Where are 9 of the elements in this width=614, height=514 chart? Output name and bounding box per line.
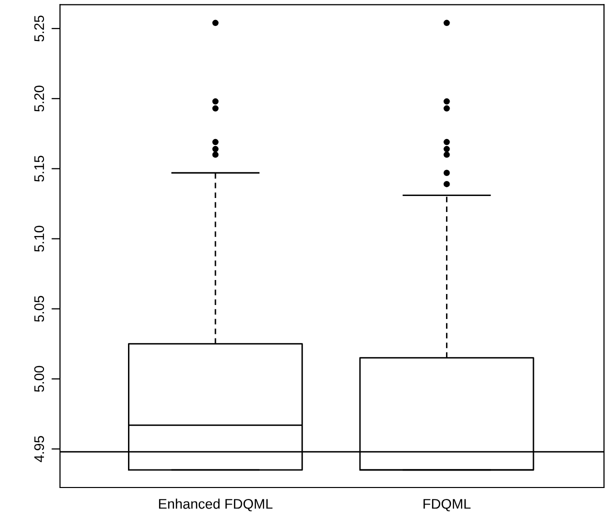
y-tick-label: 5.05 bbox=[34, 296, 44, 322]
y-tick-label: 4.95 bbox=[34, 436, 44, 462]
y-tick-label: 5.10 bbox=[34, 226, 44, 252]
x-tick-label: FDQML bbox=[424, 498, 471, 512]
x-tick-label: Enhanced FDQML bbox=[159, 498, 272, 512]
y-tick-label: 5.20 bbox=[34, 86, 44, 112]
y-tick-label: 5.15 bbox=[34, 156, 44, 182]
y-tick-label: 5.25 bbox=[34, 16, 44, 42]
y-tick-label: 5.00 bbox=[34, 366, 44, 392]
